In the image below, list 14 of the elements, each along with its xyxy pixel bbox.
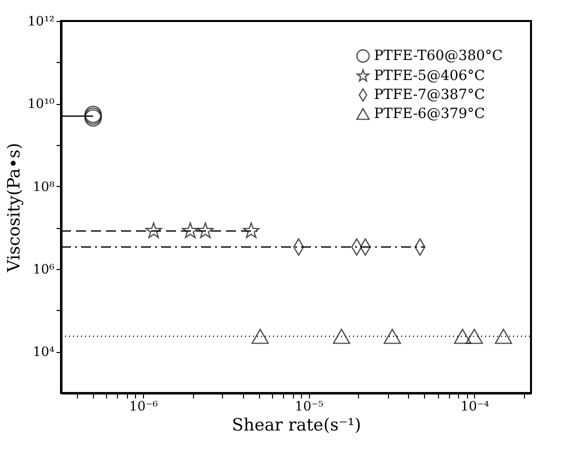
x-axis-title: Shear rate(s⁻¹) (232, 416, 362, 436)
legend-label: PTFE-6@379°C (374, 106, 486, 122)
x-tick-label: 10⁻⁵ (294, 400, 324, 414)
legend-label: PTFE-7@387°C (374, 87, 486, 103)
y-tick-label: 10¹² (28, 14, 54, 30)
y-tick-label: 10⁴ (32, 345, 54, 360)
legend-label: PTFE-5@406°C (374, 68, 486, 84)
x-tick-label: 10⁻⁴ (460, 400, 490, 414)
y-axis-title: Viscosity(Pa•s) (4, 142, 25, 274)
y-tick-label: 10⁸ (32, 180, 54, 195)
y-tick-label: 10⁶ (32, 262, 54, 278)
y-tick-label: 10¹⁰ (28, 97, 54, 112)
legend-label: PTFE-T60@380°C (374, 48, 503, 64)
x-tick-label: 10⁻⁶ (129, 400, 158, 414)
